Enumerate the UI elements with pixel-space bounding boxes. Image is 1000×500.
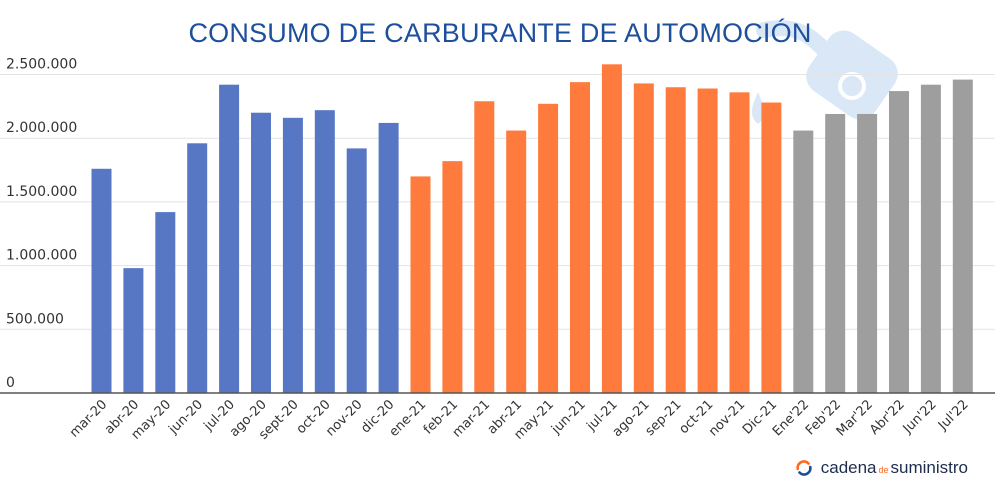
- y-tick-label: 1.500.000: [6, 184, 77, 200]
- bar-jun-20: [187, 143, 208, 393]
- y-tick-label: 0: [6, 375, 15, 391]
- bar-Jul'22: [952, 79, 973, 393]
- bar-Mar'22: [857, 113, 878, 393]
- bar-ene-21: [410, 176, 431, 393]
- bar-ago-20: [251, 112, 271, 393]
- bar-may-20: [155, 212, 176, 393]
- x-tick-label: nov-20: [323, 397, 365, 439]
- bar-sep-21: [665, 87, 686, 394]
- bar-Dic-21: [761, 102, 782, 393]
- y-tick-label: 1.000.000: [6, 248, 77, 264]
- x-tick-label: Ene'22: [770, 397, 812, 439]
- bar-oct-20: [314, 110, 335, 393]
- x-axis: mar-20abr-20may-20jun-20jul-20ago-20sept…: [67, 397, 972, 443]
- bar-mar-20: [91, 168, 112, 393]
- bar-feb-21: [442, 161, 463, 393]
- y-tick-label: 500.000: [6, 311, 64, 327]
- x-tick-label: nov-21: [706, 397, 748, 439]
- bar-nov-20: [346, 148, 367, 393]
- x-tick-label: jun-21: [548, 397, 589, 438]
- x-tick-label: Jul'22: [935, 397, 972, 434]
- y-tick-label: 2.000.000: [6, 120, 77, 136]
- bar-dic-20: [378, 122, 399, 394]
- brand-text-suministro: suministro: [890, 458, 968, 477]
- bar-nov-21: [729, 92, 750, 393]
- bar-Ene'22: [793, 130, 814, 393]
- bar-sept-20: [282, 117, 303, 393]
- x-tick-label: jun-20: [165, 397, 206, 438]
- bar-abr-21: [506, 130, 527, 393]
- bar-Feb'22: [825, 113, 846, 393]
- chart-title: CONSUMO DE CARBURANTE DE AUTOMOCIÓN: [188, 17, 811, 48]
- y-tick-label: 2.500.000: [6, 57, 77, 73]
- y-axis: 0 500.000 1.000.000 1.500.000 2.000.000 2.500…: [6, 57, 77, 392]
- brand-logo: cadena de suministro: [795, 458, 968, 478]
- bar-abr-20: [123, 268, 144, 393]
- brand-text-de: de: [878, 465, 889, 475]
- x-tick-label: mar-20: [67, 397, 110, 440]
- bar-ago-21: [633, 83, 654, 393]
- bar-mar-21: [474, 101, 495, 393]
- x-tick-label: sep-21: [643, 397, 685, 439]
- bar-jul-20: [219, 84, 240, 393]
- arrows-circle-icon: [796, 460, 812, 476]
- x-tick-label: Jun'22: [900, 397, 940, 437]
- bar-Jun'22: [920, 84, 941, 393]
- x-tick-label: Abr'22: [867, 397, 908, 438]
- bars: [91, 64, 973, 394]
- bar-may-21: [538, 103, 559, 393]
- bar-jun-21: [570, 82, 590, 394]
- bar-oct-21: [697, 88, 718, 393]
- bar-Abr'22: [889, 91, 909, 393]
- brand-text-cadena: cadena: [820, 458, 877, 477]
- x-tick-label: Mar'22: [834, 397, 876, 439]
- bar-jul-21: [601, 64, 622, 394]
